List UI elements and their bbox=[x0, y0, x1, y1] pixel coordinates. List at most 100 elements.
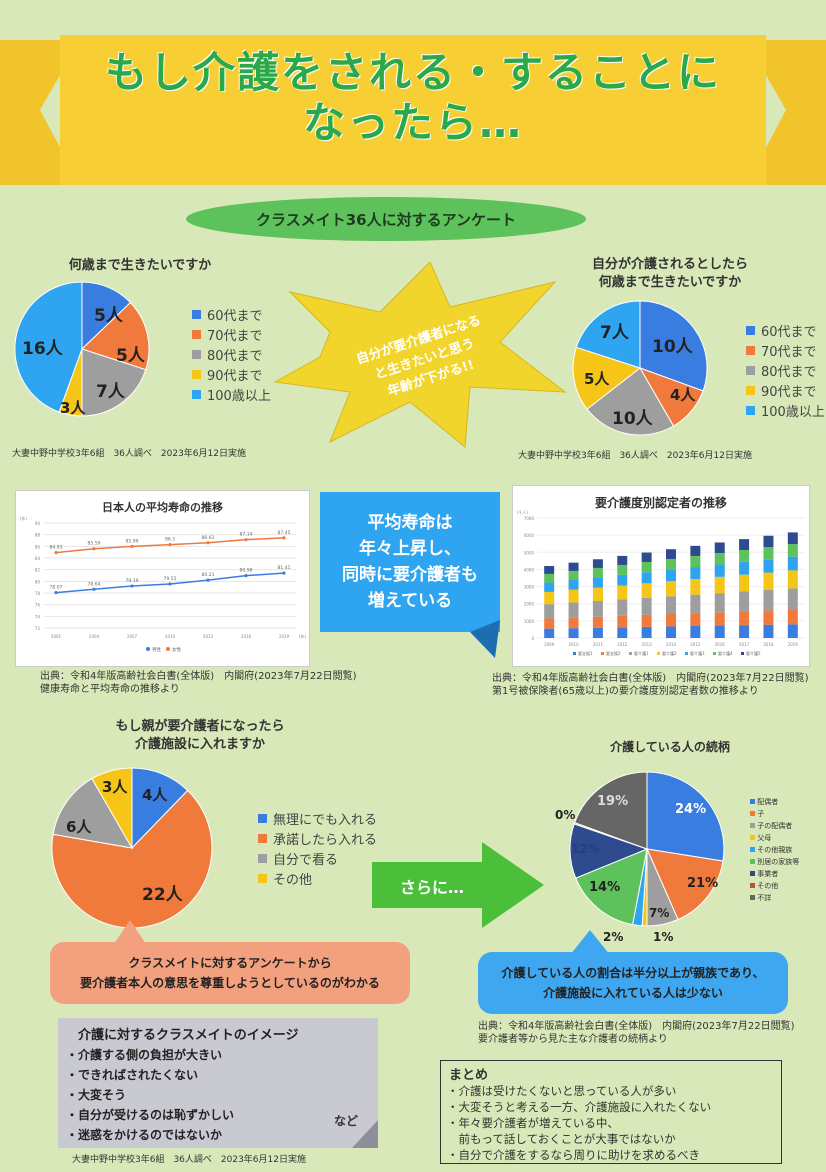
legend-label: 要介護2 bbox=[662, 650, 677, 656]
bar-segment bbox=[690, 567, 701, 580]
bar-segment bbox=[739, 574, 750, 592]
q4-label-0: 24% bbox=[675, 802, 706, 817]
bar-segment bbox=[641, 597, 652, 615]
note-right: 介護している人の割合は半分以上が親族であり、 介護施設に入れている人は少ない bbox=[478, 952, 788, 1014]
legend-item: その他 bbox=[750, 880, 799, 892]
summary-item: 前もって話しておくことが大事ではないか bbox=[447, 1132, 676, 1146]
bar-segment bbox=[641, 572, 652, 584]
q4-pie: 24% 21% 7% 1% 2% 14% 12% 0% 19% bbox=[555, 771, 725, 942]
male-point bbox=[206, 578, 210, 582]
q2-question: 自分が介護されるとしたら 何歳まで生きたいですか bbox=[591, 257, 748, 290]
q1-legend: 60代まで 70代まで 80代まで 90代まで 100歳以上 bbox=[192, 304, 271, 404]
bar-segment bbox=[617, 615, 628, 628]
female-data-label: 87.14 bbox=[240, 532, 253, 538]
legend-swatch bbox=[657, 652, 660, 655]
note-fold bbox=[470, 620, 500, 658]
legend-item: 80代まで bbox=[746, 360, 825, 380]
y-tick-label: 88 bbox=[35, 533, 41, 538]
bar-segment bbox=[714, 576, 725, 594]
q2-pie: 10人 4人 10人 5人 7人 bbox=[572, 300, 708, 436]
q4-label-6: 12% bbox=[571, 842, 600, 856]
bar-segment bbox=[787, 624, 798, 638]
legend-item: 90代まで bbox=[192, 364, 271, 384]
bar-segment bbox=[714, 593, 725, 613]
bar-segment bbox=[544, 628, 555, 638]
care-chart-title: 要介護度別認定者の推移 bbox=[594, 496, 727, 510]
impressions-box: 介護に対するクラスメイトのイメージ ・介護する側の負担が大きい ・できればされた… bbox=[58, 1018, 378, 1148]
bar-segment bbox=[617, 585, 628, 600]
bar-segment bbox=[666, 558, 676, 570]
bar-segment bbox=[592, 587, 603, 602]
bar-segment bbox=[763, 535, 774, 548]
bar-segment bbox=[544, 591, 555, 605]
legend-item: 90代まで bbox=[746, 380, 825, 400]
legend-swatch bbox=[601, 652, 604, 655]
impression-item: ・迷惑をかけるのではないか bbox=[66, 1128, 223, 1142]
q3-pie: 4人 22人 6人 3人 bbox=[51, 767, 213, 929]
bar-segment bbox=[763, 624, 774, 638]
center-note: 平均寿命は 年々上昇し、 同時に要介護者も 増えている bbox=[320, 492, 500, 632]
legend-item: その他親族 bbox=[750, 844, 799, 856]
bar-segment bbox=[739, 539, 750, 550]
legend-item: 父母 bbox=[750, 832, 799, 844]
bar-segment bbox=[641, 552, 652, 562]
legend-label: 女性 bbox=[172, 646, 181, 653]
q3-legend: 無理にでも入れる 承諾したら入れる 自分で看る その他 bbox=[258, 808, 377, 888]
q2-label-1: 4人 bbox=[670, 386, 696, 404]
legend-label: 要介護3 bbox=[690, 650, 705, 656]
q3-label-2: 6人 bbox=[66, 818, 92, 836]
female-data-label: 85.59 bbox=[88, 541, 101, 547]
bar-segment bbox=[763, 589, 774, 611]
y-tick-label: 80 bbox=[35, 579, 41, 584]
legend-item: 事業者 bbox=[750, 868, 799, 880]
bar-segment bbox=[787, 544, 798, 557]
y-tick-label: 76 bbox=[35, 603, 41, 608]
bar-segment bbox=[544, 604, 555, 619]
q3-label-0: 4人 bbox=[142, 786, 168, 804]
bar-segment bbox=[690, 613, 701, 627]
x-tick-label: 2007 bbox=[127, 634, 138, 639]
note-pointer bbox=[570, 930, 610, 955]
x-tick-label: 2010 bbox=[568, 642, 579, 647]
x-tick-label: 2010 bbox=[165, 634, 176, 639]
life-chart-box: 日本人の平均寿命の推移 90 88 86 84 82 80 78 76 74 72 2001 2004… bbox=[15, 490, 310, 667]
y-tick-label: 72 bbox=[35, 626, 41, 631]
x-tick-label: 2001 bbox=[51, 634, 62, 639]
bar-segment bbox=[641, 561, 652, 573]
female-point bbox=[282, 536, 286, 540]
summary-item: ・介護は受けたくないと思っている人が多い bbox=[447, 1084, 677, 1098]
x-tick-label: 2012 bbox=[617, 642, 628, 647]
legend-item: その他 bbox=[258, 868, 377, 888]
female-point bbox=[92, 547, 96, 551]
female-point bbox=[130, 544, 134, 548]
female-point bbox=[168, 542, 172, 547]
title-line-2: なったら… bbox=[302, 98, 523, 147]
q4-label-4: 2% bbox=[603, 930, 623, 942]
bar-segment bbox=[592, 627, 603, 638]
impression-item: ・できればされたくない bbox=[66, 1068, 199, 1082]
q4-label-3: 1% bbox=[653, 930, 673, 942]
legend-item: 70代まで bbox=[746, 340, 825, 360]
female-data-label: 87.45 bbox=[278, 530, 291, 536]
impression-item: ・大変そう bbox=[66, 1088, 127, 1102]
legend-item: 70代まで bbox=[192, 324, 271, 344]
legend-item: 自分で看る bbox=[258, 848, 377, 868]
q1-pie: 5人 5人 7人 3人 16人 bbox=[14, 281, 150, 417]
bar-segment bbox=[714, 625, 725, 638]
bar-segment bbox=[568, 562, 579, 571]
care-chart-plot: 7000 6000 5000 4000 3000 2000 1000 0 (千人) 2009 201… bbox=[517, 509, 805, 656]
q4-label-8: 19% bbox=[597, 794, 628, 809]
x-tick-label: 2014 bbox=[666, 642, 677, 647]
bar-segment bbox=[592, 577, 603, 588]
x-tick-label: 2019 bbox=[279, 634, 290, 639]
bar-segment bbox=[690, 626, 701, 638]
bar-segment bbox=[714, 542, 725, 553]
bar-segment bbox=[763, 572, 774, 590]
male-data-label: 78.64 bbox=[88, 581, 101, 587]
male-data-label: 79.19 bbox=[126, 578, 139, 584]
female-point bbox=[54, 550, 58, 555]
legend-swatch bbox=[573, 652, 576, 655]
legend-item: 子の配偶者 bbox=[750, 820, 799, 832]
bar-segment bbox=[568, 570, 579, 580]
bar-segment bbox=[666, 569, 676, 582]
